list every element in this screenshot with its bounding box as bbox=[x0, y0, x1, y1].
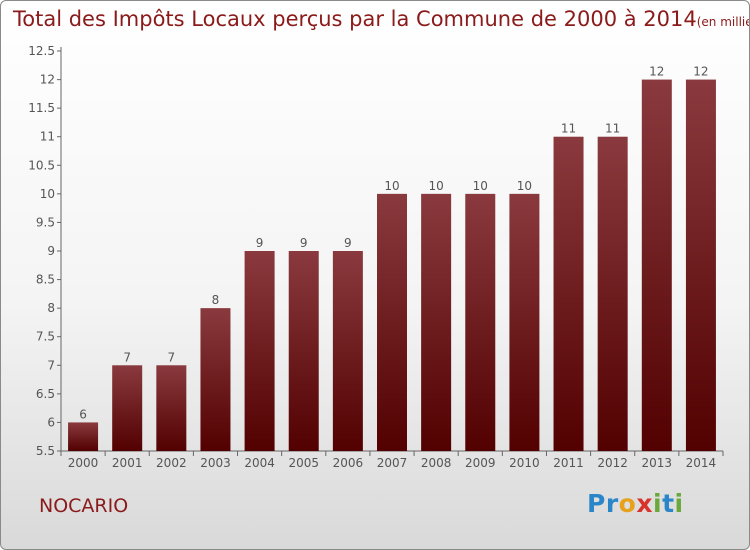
bar-value-label: 7 bbox=[123, 350, 131, 364]
x-tick-label: 2007 bbox=[377, 456, 408, 470]
x-tick-label: 2014 bbox=[686, 456, 717, 470]
x-tick-label: 2010 bbox=[509, 456, 540, 470]
bar-value-label: 8 bbox=[212, 293, 220, 307]
x-tick-label: 2001 bbox=[112, 456, 143, 470]
logo-letter: P bbox=[587, 489, 606, 518]
logo-letter: i bbox=[653, 489, 663, 518]
y-tick-label: 7 bbox=[47, 358, 55, 372]
bar-2000 bbox=[68, 422, 99, 451]
x-tick-label: 2003 bbox=[200, 456, 231, 470]
bar-2001 bbox=[112, 365, 143, 451]
x-tick-label: 2005 bbox=[288, 456, 319, 470]
y-tick-label: 10 bbox=[40, 187, 55, 201]
bar-value-label: 10 bbox=[428, 179, 443, 193]
bar-value-label: 11 bbox=[605, 122, 620, 136]
y-tick-label: 11.5 bbox=[28, 101, 55, 115]
logo-letter: t bbox=[662, 489, 675, 518]
bar-2013 bbox=[641, 79, 672, 452]
x-tick-label: 2012 bbox=[597, 456, 628, 470]
x-axis: 2000 2001 2002 2003 2004 2005 2006 2007 2008 2009… bbox=[60, 450, 724, 470]
bar-value-label: 12 bbox=[649, 65, 664, 79]
logo-letter: x bbox=[636, 489, 653, 518]
bar-2011 bbox=[553, 136, 584, 451]
logo-letter: r bbox=[605, 489, 619, 518]
logo-letter: i bbox=[674, 489, 684, 518]
proxiti-logo: Proxiti bbox=[587, 489, 684, 518]
logo-letter: o bbox=[618, 489, 637, 518]
bars-group: 6 7 7 8 9 9 9 10 10 10 10 11 11 12 12 bbox=[68, 65, 716, 452]
x-tick-label: 2011 bbox=[553, 456, 584, 470]
y-tick-label: 9 bbox=[47, 244, 55, 258]
y-axis: 5.5 6 6.5 7 7.5 8 8.5 9 9.5 10 10.5 11 11.5 12 12.5 bbox=[28, 44, 62, 458]
bar-2009 bbox=[465, 193, 496, 451]
chart-unit: (en milliers d'€) bbox=[696, 15, 749, 29]
bar-value-label: 9 bbox=[300, 236, 308, 250]
bar-value-label: 10 bbox=[517, 179, 532, 193]
y-tick-label: 12 bbox=[40, 73, 55, 87]
bar-2003 bbox=[200, 308, 231, 451]
bar-2010 bbox=[509, 193, 540, 451]
bar-2002 bbox=[156, 365, 187, 451]
y-tick-label: 9.5 bbox=[36, 215, 55, 229]
y-tick-label: 6 bbox=[47, 415, 55, 429]
bar-value-label: 7 bbox=[168, 350, 176, 364]
bar-2004 bbox=[244, 251, 275, 451]
bar-value-label: 9 bbox=[256, 236, 264, 250]
bar-value-label: 11 bbox=[561, 122, 576, 136]
bar-2012 bbox=[597, 136, 628, 451]
chart-title-block: Total des Impôts Locaux perçus par la Co… bbox=[13, 7, 749, 31]
commune-name: NOCARIO bbox=[39, 495, 129, 517]
x-tick-label: 2006 bbox=[333, 456, 364, 470]
x-tick-label: 2008 bbox=[421, 456, 452, 470]
bar-2014 bbox=[685, 79, 716, 452]
bar-value-label: 12 bbox=[693, 65, 708, 79]
bar-2006 bbox=[332, 251, 363, 451]
x-tick-label: 2004 bbox=[244, 456, 275, 470]
bar-value-label: 10 bbox=[384, 179, 399, 193]
chart-title: Total des Impôts Locaux perçus par la Co… bbox=[13, 7, 697, 31]
y-tick-label: 8.5 bbox=[36, 273, 55, 287]
bar-2005 bbox=[288, 251, 319, 451]
x-tick-label: 2009 bbox=[465, 456, 496, 470]
y-tick-label: 5.5 bbox=[36, 444, 55, 458]
y-tick-label: 12.5 bbox=[28, 44, 55, 58]
y-tick-label: 7.5 bbox=[36, 330, 55, 344]
bar-value-label: 9 bbox=[344, 236, 352, 250]
y-tick-label: 10.5 bbox=[28, 158, 55, 172]
x-tick-label: 2002 bbox=[156, 456, 187, 470]
y-tick-label: 11 bbox=[40, 130, 55, 144]
bar-value-label: 6 bbox=[79, 407, 87, 421]
x-tick-label: 2000 bbox=[68, 456, 99, 470]
x-tick-label: 2013 bbox=[642, 456, 673, 470]
y-tick-label: 6.5 bbox=[36, 387, 55, 401]
bar-2007 bbox=[377, 193, 407, 451]
bar-value-label: 10 bbox=[473, 179, 488, 193]
y-tick-label: 8 bbox=[47, 301, 55, 315]
bar-2008 bbox=[421, 193, 452, 451]
